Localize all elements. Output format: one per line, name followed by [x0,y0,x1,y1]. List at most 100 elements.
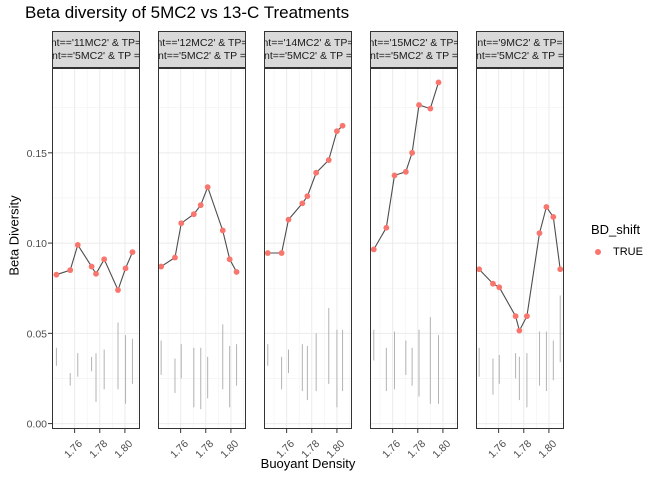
panel-background [476,68,564,429]
data-point [264,250,271,256]
data-point [101,256,108,263]
data-point [416,102,422,108]
data-point [536,230,543,237]
panel-data-layer [158,184,240,410]
data-point [512,313,519,320]
data-point [122,265,129,272]
data-point [53,271,60,278]
data-point [313,169,320,176]
facet-strip-text-group: nt=='15MC2' & TP=nt=='5MC2' & TP = [368,37,459,62]
data-point [516,327,523,334]
data-point [402,168,409,175]
x-tick-label: 1.76 [62,438,85,461]
legend-label: TRUE [613,246,643,258]
x-tick-label: 1.80 [218,438,241,461]
legend-point-key [591,245,605,259]
x-tick-label: 1.76 [380,438,403,461]
facet-strip-text-group: nt=='11MC2' & TP=nt=='5MC2' & TP = [51,37,141,62]
y-tick-label: 0.00 [27,419,48,431]
y-tick-label: 0.05 [27,328,48,340]
facet-panel-1: nt=='11MC2' & TP=nt=='5MC2' & TP =1.76 1.… [51,31,141,461]
data-point [391,172,398,179]
data-point [383,224,390,231]
data-point [370,246,377,253]
data-point [490,280,496,287]
facet-strip-label: nt=='14MC2' & TP= [262,37,353,49]
facet-strip [52,31,140,68]
data-point [115,287,121,293]
data-point [129,249,136,256]
data-point [334,128,340,135]
panel-data-layer [53,241,136,404]
data-point [524,313,530,320]
facet-strip-label: nt=='11MC2' & TP= [51,37,141,49]
data-point [233,269,240,275]
panel-data-layer [370,79,442,404]
facet-panel-5: nt=='9MC2' & TP=nt=='5MC2' & TP = 1.76 1.7… [476,31,564,461]
panel-background [370,68,458,429]
facet-panel-4: nt=='15MC2' & TP=nt=='5MC2' & TP =1.76 1.… [368,31,459,461]
data-point [550,214,557,220]
x-tick-label: 1.76 [274,438,297,461]
facet-strip-text-group: nt=='9MC2' & TP=nt=='5MC2' & TP = [476,37,564,62]
facet-panel-2: nt=='12MC2' & TP=nt=='5MC2' & TP =1.76 1.… [156,31,247,461]
x-tick-label: 1.76 [168,438,191,461]
data-point [158,263,165,270]
data-point [496,284,503,291]
data-point [557,266,564,273]
data-point [226,256,233,263]
x-tick-label: 1.80 [430,438,453,461]
y-tick-label: 0.15 [27,148,48,160]
x-tick-label: 1.78 [299,438,322,461]
data-point [304,193,311,200]
facet-strip-label: nt=='5MC2' & TP = [264,50,352,62]
facet-strip-label: nt=='5MC2' & TP = [370,50,458,62]
data-point [88,263,95,270]
facet-strip [370,31,458,68]
series-line [478,205,561,333]
x-tick-label: 1.80 [536,438,559,461]
x-tick-label: 1.80 [112,438,135,461]
data-point [93,270,99,277]
data-point [476,266,483,273]
panel-border [264,68,352,429]
panel-background [264,68,352,429]
data-point [339,122,346,129]
data-point [409,149,416,156]
panel-background [158,68,246,429]
facet-strip-label: nt=='5MC2' & TP = [52,50,140,62]
facet-strip-text-group: nt=='12MC2' & TP=nt=='5MC2' & TP = [156,37,247,62]
data-point [190,211,197,218]
data-point [197,202,204,209]
data-point [543,204,550,210]
legend-item: TRUE [591,245,643,259]
panel-border [52,68,140,429]
panel-border [158,68,246,429]
data-point [219,227,226,234]
data-point [435,79,442,86]
facet-strip-label: nt=='15MC2' & TP= [368,37,459,49]
panel-border [370,68,458,429]
data-point [178,220,185,227]
x-tick-label: 1.78 [193,438,216,461]
data-point [172,254,178,261]
data-point [278,250,285,256]
y-tick-label: 0.10 [27,238,48,250]
facet-strip-label: nt=='12MC2' & TP= [156,37,247,49]
x-tick-label: 1.76 [486,438,509,461]
data-point [204,184,211,191]
x-tick-label: 1.78 [405,438,428,461]
x-tick-label: 1.78 [511,438,534,461]
data-point [285,216,292,223]
data-point [325,157,332,163]
facet-strip-label: nt=='5MC2' & TP = [158,50,246,62]
panel-border [476,68,564,429]
facet-strip-label: nt=='5MC2' & TP = [476,50,564,62]
facet-strip-text-group: nt=='14MC2' & TP=nt=='5MC2' & TP = [262,37,353,62]
facet-panel-3: nt=='14MC2' & TP=nt=='5MC2' & TP = 1.76 1.… [262,31,353,461]
data-point [74,241,81,248]
x-tick-label: 1.78 [87,438,110,461]
x-axis-title: Buoyant Density [260,456,356,471]
facet-strip [476,31,564,68]
